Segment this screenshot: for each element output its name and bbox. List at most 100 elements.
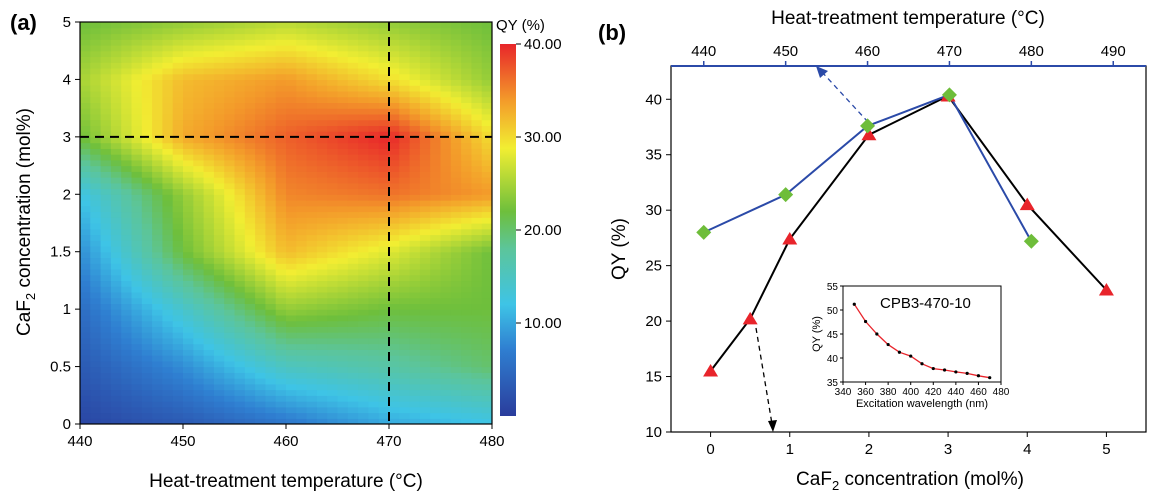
heatmap-cell bbox=[368, 44, 380, 52]
heatmap-cell bbox=[244, 102, 256, 109]
heatmap-cell bbox=[337, 228, 349, 236]
heatmap-cell bbox=[213, 171, 225, 178]
heatmap-cell bbox=[347, 62, 359, 69]
heatmap-cell bbox=[450, 332, 462, 339]
heatmap-cell bbox=[430, 257, 442, 264]
heatmap-cell bbox=[286, 108, 297, 115]
heatmap-cell bbox=[450, 205, 462, 213]
heatmap-cell bbox=[440, 349, 452, 356]
heatmap-cell bbox=[430, 211, 442, 218]
heatmap-cell bbox=[399, 171, 411, 178]
heatmap-cell bbox=[193, 349, 205, 356]
heatmap-cell bbox=[296, 33, 308, 40]
heatmap-cell bbox=[409, 39, 421, 46]
heatmap-cell bbox=[389, 217, 400, 224]
heatmap-cell bbox=[419, 332, 431, 339]
heatmap-cell bbox=[430, 119, 442, 126]
heatmap-cell bbox=[213, 297, 225, 304]
heatmap-cell bbox=[471, 251, 483, 259]
heatmap-cell bbox=[131, 280, 143, 287]
heatmap-cell bbox=[461, 378, 472, 385]
heatmap-cell bbox=[286, 343, 297, 350]
heatmap-cell bbox=[203, 27, 215, 35]
heatmap-cell bbox=[213, 223, 225, 230]
heatmap-cell bbox=[172, 337, 184, 345]
heatmap-cell bbox=[265, 142, 277, 149]
heatmap-cell bbox=[347, 360, 359, 368]
heatmap-cell bbox=[183, 406, 194, 414]
heatmap-cell bbox=[193, 67, 205, 75]
heatmap-cell bbox=[430, 251, 442, 259]
heatmap-cell bbox=[461, 148, 472, 155]
heatmap-cell bbox=[461, 44, 472, 52]
heatmap-cell bbox=[275, 383, 287, 391]
x-tick-label-b: 2 bbox=[865, 441, 873, 458]
heatmap-cell bbox=[90, 223, 102, 230]
heatmap-cell bbox=[244, 418, 256, 424]
heatmap-cell bbox=[296, 240, 308, 247]
heatmap-cell bbox=[389, 223, 400, 230]
heatmap-cell bbox=[90, 395, 102, 402]
heatmap-cell bbox=[244, 148, 256, 155]
heatmap-cell bbox=[286, 56, 297, 63]
heatmap-cell bbox=[430, 228, 442, 236]
heatmap-cell bbox=[471, 182, 483, 190]
y-axis-title-b: QY (%) bbox=[609, 218, 630, 280]
heatmap-cell bbox=[100, 211, 112, 218]
heatmap-cell bbox=[337, 257, 349, 264]
heatmap-cell bbox=[162, 401, 174, 408]
heatmap-cell bbox=[244, 303, 256, 310]
heatmap-cell bbox=[368, 251, 380, 259]
triangle-marker bbox=[861, 127, 877, 141]
heatmap-cell bbox=[100, 268, 112, 276]
heatmap-cell bbox=[131, 148, 143, 155]
heatmap-cell bbox=[358, 154, 369, 161]
heatmap-cell bbox=[265, 320, 277, 327]
heatmap-cell bbox=[296, 62, 308, 69]
heatmap-cell bbox=[440, 90, 452, 98]
heatmap-cell bbox=[306, 228, 318, 236]
heatmap-cell bbox=[255, 171, 266, 178]
heatmap-cell bbox=[141, 372, 153, 379]
heatmap-cell bbox=[368, 108, 380, 115]
heatmap-cell bbox=[471, 303, 483, 310]
heatmap-cell bbox=[430, 113, 442, 121]
heatmap-cell bbox=[347, 412, 359, 419]
heatmap-cell bbox=[399, 280, 411, 287]
heatmap-cell bbox=[131, 131, 143, 138]
heatmap-cell bbox=[172, 383, 184, 391]
heatmap-cell bbox=[378, 142, 390, 149]
heatmap-cell bbox=[131, 378, 143, 385]
heatmap-cell bbox=[203, 154, 215, 161]
heatmap-cell bbox=[90, 366, 102, 373]
heatmap-cell bbox=[183, 142, 194, 149]
heatmap-cell bbox=[471, 136, 483, 144]
heatmap-cell bbox=[152, 314, 163, 322]
heatmap-cell bbox=[389, 148, 400, 155]
heatmap-cell bbox=[461, 332, 472, 339]
heatmap-cell bbox=[286, 332, 297, 339]
heatmap-cell bbox=[203, 217, 215, 224]
heatmap-cell bbox=[419, 389, 431, 396]
heatmap-cell bbox=[358, 188, 369, 195]
heatmap-cell bbox=[80, 96, 91, 103]
heatmap-cell bbox=[224, 33, 236, 40]
heatmap-cell bbox=[110, 257, 122, 264]
heatmap-cell bbox=[430, 418, 442, 424]
heatmap-cell bbox=[265, 50, 277, 58]
heatmap-cell bbox=[481, 395, 492, 402]
heatmap-cell bbox=[203, 188, 215, 195]
heatmap-cell bbox=[481, 349, 492, 356]
heatmap-cell bbox=[461, 194, 472, 201]
heatmap-cell bbox=[378, 148, 390, 155]
heatmap-cell bbox=[265, 136, 277, 144]
heatmap-cell bbox=[440, 406, 452, 414]
heatmap-cell bbox=[378, 326, 390, 333]
heatmap-cell bbox=[461, 412, 472, 419]
heatmap-cell bbox=[203, 314, 215, 322]
heatmap-cell bbox=[162, 27, 174, 35]
heatmap-cell bbox=[203, 131, 215, 138]
heatmap-cell bbox=[347, 418, 359, 424]
heatmap-cell bbox=[100, 343, 112, 350]
heatmap-cell bbox=[409, 378, 421, 385]
